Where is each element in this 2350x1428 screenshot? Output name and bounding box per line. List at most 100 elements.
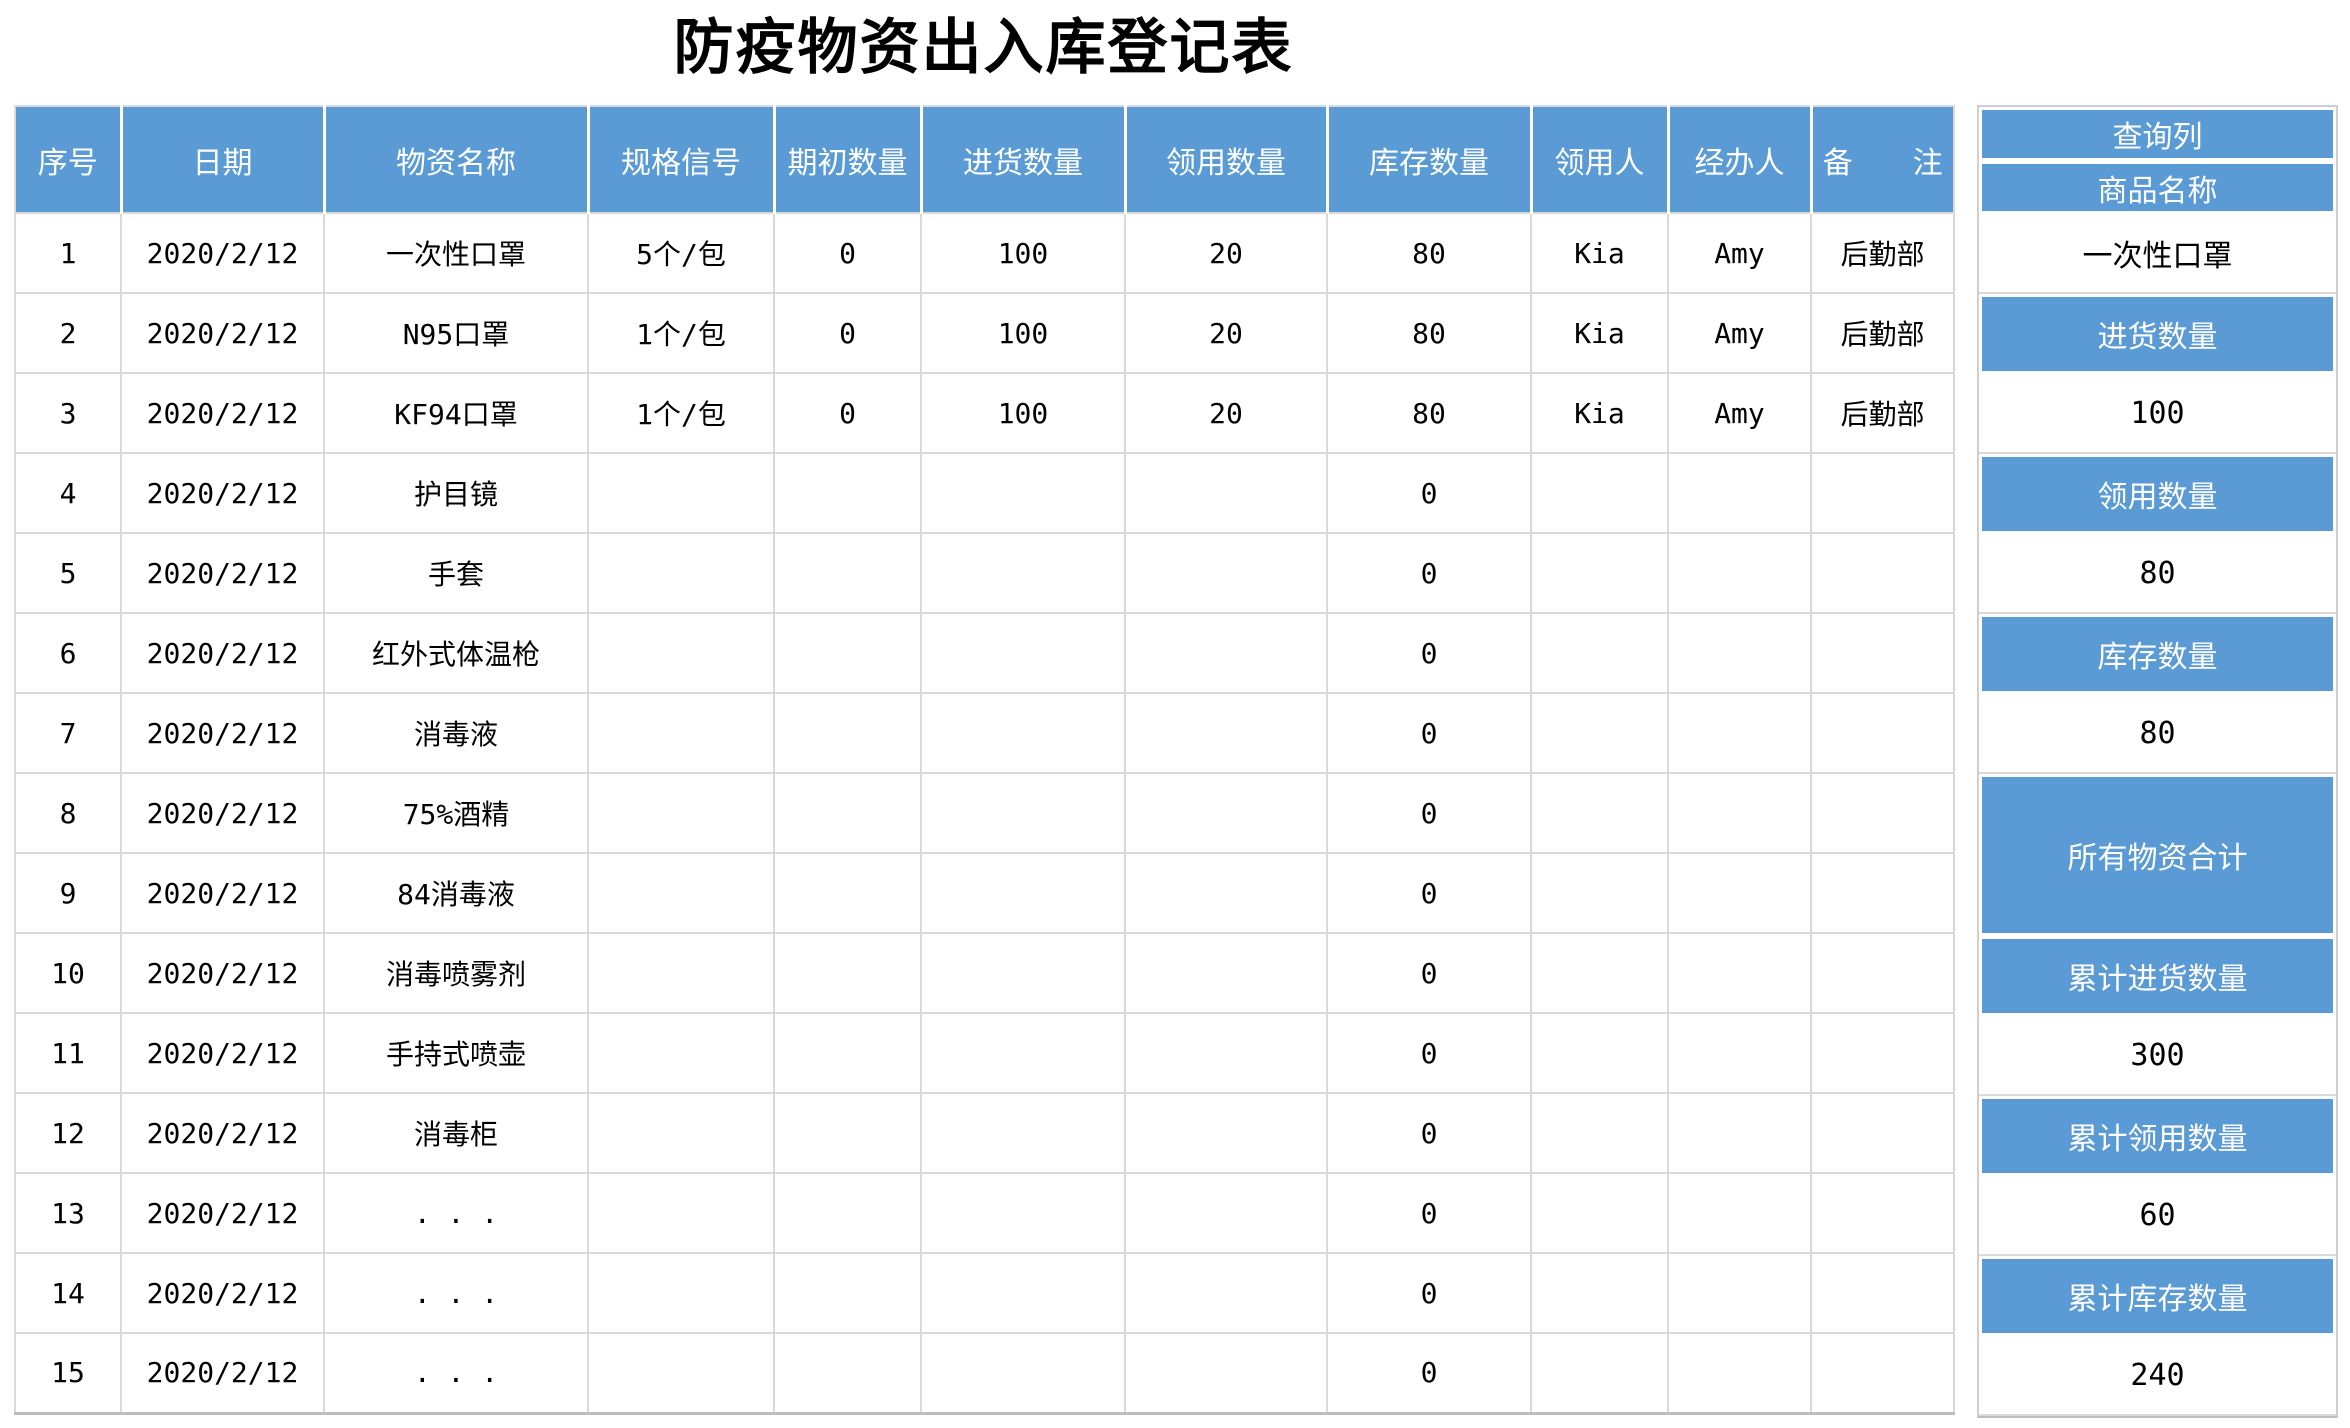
query-panel-value-cell[interactable]: 一次性口罩 xyxy=(1979,214,2336,294)
table-cell[interactable] xyxy=(1810,1252,1955,1334)
table-cell[interactable] xyxy=(587,1332,775,1414)
table-cell[interactable] xyxy=(1810,852,1955,934)
table-cell[interactable]: 12 xyxy=(14,1092,122,1174)
table-cell[interactable]: 2020/2/12 xyxy=(120,612,325,694)
table-cell[interactable] xyxy=(1530,1332,1669,1414)
table-cell[interactable]: 1个/包 xyxy=(587,372,775,454)
table-cell[interactable]: 0 xyxy=(1326,692,1532,774)
table-cell[interactable] xyxy=(1667,852,1812,934)
column-header[interactable]: 领用人 xyxy=(1531,106,1670,213)
query-panel-header-cell[interactable]: 商品名称 xyxy=(1979,161,2336,214)
table-cell[interactable]: 后勤部 xyxy=(1810,292,1955,374)
table-cell[interactable] xyxy=(1667,1012,1812,1094)
table-cell[interactable] xyxy=(1530,612,1669,694)
table-cell[interactable] xyxy=(773,532,922,614)
table-cell[interactable]: Kia xyxy=(1530,212,1669,294)
table-cell[interactable] xyxy=(587,852,775,934)
table-cell[interactable]: 2020/2/12 xyxy=(120,212,325,294)
table-cell[interactable] xyxy=(773,612,922,694)
table-cell[interactable]: 10 xyxy=(14,932,122,1014)
column-header[interactable]: 物资名称 xyxy=(324,106,590,213)
table-cell[interactable]: 100 xyxy=(920,372,1126,454)
table-cell[interactable]: 2020/2/12 xyxy=(120,532,325,614)
query-panel-header-cell[interactable]: 进货数量 xyxy=(1979,294,2336,374)
table-cell[interactable]: 5 xyxy=(14,532,122,614)
table-cell[interactable]: 0 xyxy=(1326,772,1532,854)
table-cell[interactable] xyxy=(1124,932,1328,1014)
table-cell[interactable] xyxy=(920,932,1126,1014)
table-cell[interactable] xyxy=(587,1172,775,1254)
table-cell[interactable]: Kia xyxy=(1530,292,1669,374)
table-cell[interactable] xyxy=(1667,1252,1812,1334)
table-cell[interactable] xyxy=(773,1012,922,1094)
table-cell[interactable]: 8 xyxy=(14,772,122,854)
table-cell[interactable]: 0 xyxy=(773,372,922,454)
table-cell[interactable] xyxy=(1667,1092,1812,1174)
table-cell[interactable]: 后勤部 xyxy=(1810,212,1955,294)
table-cell[interactable]: 80 xyxy=(1326,372,1532,454)
table-cell[interactable]: 红外式体温枪 xyxy=(323,612,589,694)
table-cell[interactable] xyxy=(1667,692,1812,774)
table-cell[interactable]: KF94口罩 xyxy=(323,372,589,454)
table-cell[interactable] xyxy=(1810,612,1955,694)
table-cell[interactable]: 2020/2/12 xyxy=(120,1172,325,1254)
column-header[interactable]: 序号 xyxy=(15,106,123,213)
table-cell[interactable]: 20 xyxy=(1124,212,1328,294)
table-cell[interactable]: 2020/2/12 xyxy=(120,1252,325,1334)
table-cell[interactable] xyxy=(1667,612,1812,694)
table-cell[interactable]: 0 xyxy=(1326,1092,1532,1174)
table-cell[interactable] xyxy=(1124,692,1328,774)
query-panel-header-cell[interactable]: 查询列 xyxy=(1979,107,2336,161)
column-header[interactable]: 经办人 xyxy=(1668,106,1813,213)
query-panel-header-cell[interactable]: 累计领用数量 xyxy=(1979,1096,2336,1176)
table-cell[interactable]: . . . xyxy=(323,1332,589,1414)
table-cell[interactable] xyxy=(773,1172,922,1254)
table-cell[interactable]: 1个/包 xyxy=(587,292,775,374)
table-cell[interactable] xyxy=(1124,612,1328,694)
table-cell[interactable]: 11 xyxy=(14,1012,122,1094)
column-header[interactable]: 日期 xyxy=(121,106,326,213)
table-cell[interactable]: 4 xyxy=(14,452,122,534)
table-cell[interactable]: 手持式喷壶 xyxy=(323,1012,589,1094)
table-cell[interactable] xyxy=(1530,452,1669,534)
column-header[interactable]: 库存数量 xyxy=(1327,106,1533,213)
table-cell[interactable] xyxy=(1810,1332,1955,1414)
table-cell[interactable]: 0 xyxy=(1326,532,1532,614)
table-cell[interactable]: Amy xyxy=(1667,292,1812,374)
table-cell[interactable]: 84消毒液 xyxy=(323,852,589,934)
table-cell[interactable]: 2020/2/12 xyxy=(120,852,325,934)
table-cell[interactable] xyxy=(1810,932,1955,1014)
table-cell[interactable] xyxy=(587,612,775,694)
table-cell[interactable]: 2020/2/12 xyxy=(120,1012,325,1094)
table-cell[interactable]: 2020/2/12 xyxy=(120,932,325,1014)
table-cell[interactable] xyxy=(587,1092,775,1174)
table-cell[interactable]: 0 xyxy=(1326,612,1532,694)
table-cell[interactable]: 0 xyxy=(773,212,922,294)
table-cell[interactable] xyxy=(587,1012,775,1094)
table-cell[interactable] xyxy=(1530,852,1669,934)
table-cell[interactable] xyxy=(587,692,775,774)
table-cell[interactable] xyxy=(920,852,1126,934)
table-cell[interactable]: 20 xyxy=(1124,292,1328,374)
table-cell[interactable]: 15 xyxy=(14,1332,122,1414)
query-panel-value-cell[interactable]: 60 xyxy=(1979,1176,2336,1256)
table-cell[interactable] xyxy=(1124,1332,1328,1414)
table-cell[interactable]: 手套 xyxy=(323,532,589,614)
table-cell[interactable]: 9 xyxy=(14,852,122,934)
table-cell[interactable] xyxy=(773,772,922,854)
query-panel-value-cell[interactable]: 80 xyxy=(1979,534,2336,614)
table-cell[interactable] xyxy=(1667,1332,1812,1414)
table-cell[interactable] xyxy=(1530,692,1669,774)
table-cell[interactable] xyxy=(1530,772,1669,854)
table-cell[interactable] xyxy=(1667,452,1812,534)
table-cell[interactable] xyxy=(773,1092,922,1174)
table-cell[interactable] xyxy=(1810,692,1955,774)
table-cell[interactable] xyxy=(1810,772,1955,854)
table-cell[interactable] xyxy=(773,452,922,534)
table-cell[interactable] xyxy=(920,612,1126,694)
table-cell[interactable]: 0 xyxy=(1326,1012,1532,1094)
table-cell[interactable]: 13 xyxy=(14,1172,122,1254)
table-cell[interactable]: 2020/2/12 xyxy=(120,292,325,374)
table-cell[interactable] xyxy=(1530,932,1669,1014)
table-cell[interactable]: Amy xyxy=(1667,372,1812,454)
